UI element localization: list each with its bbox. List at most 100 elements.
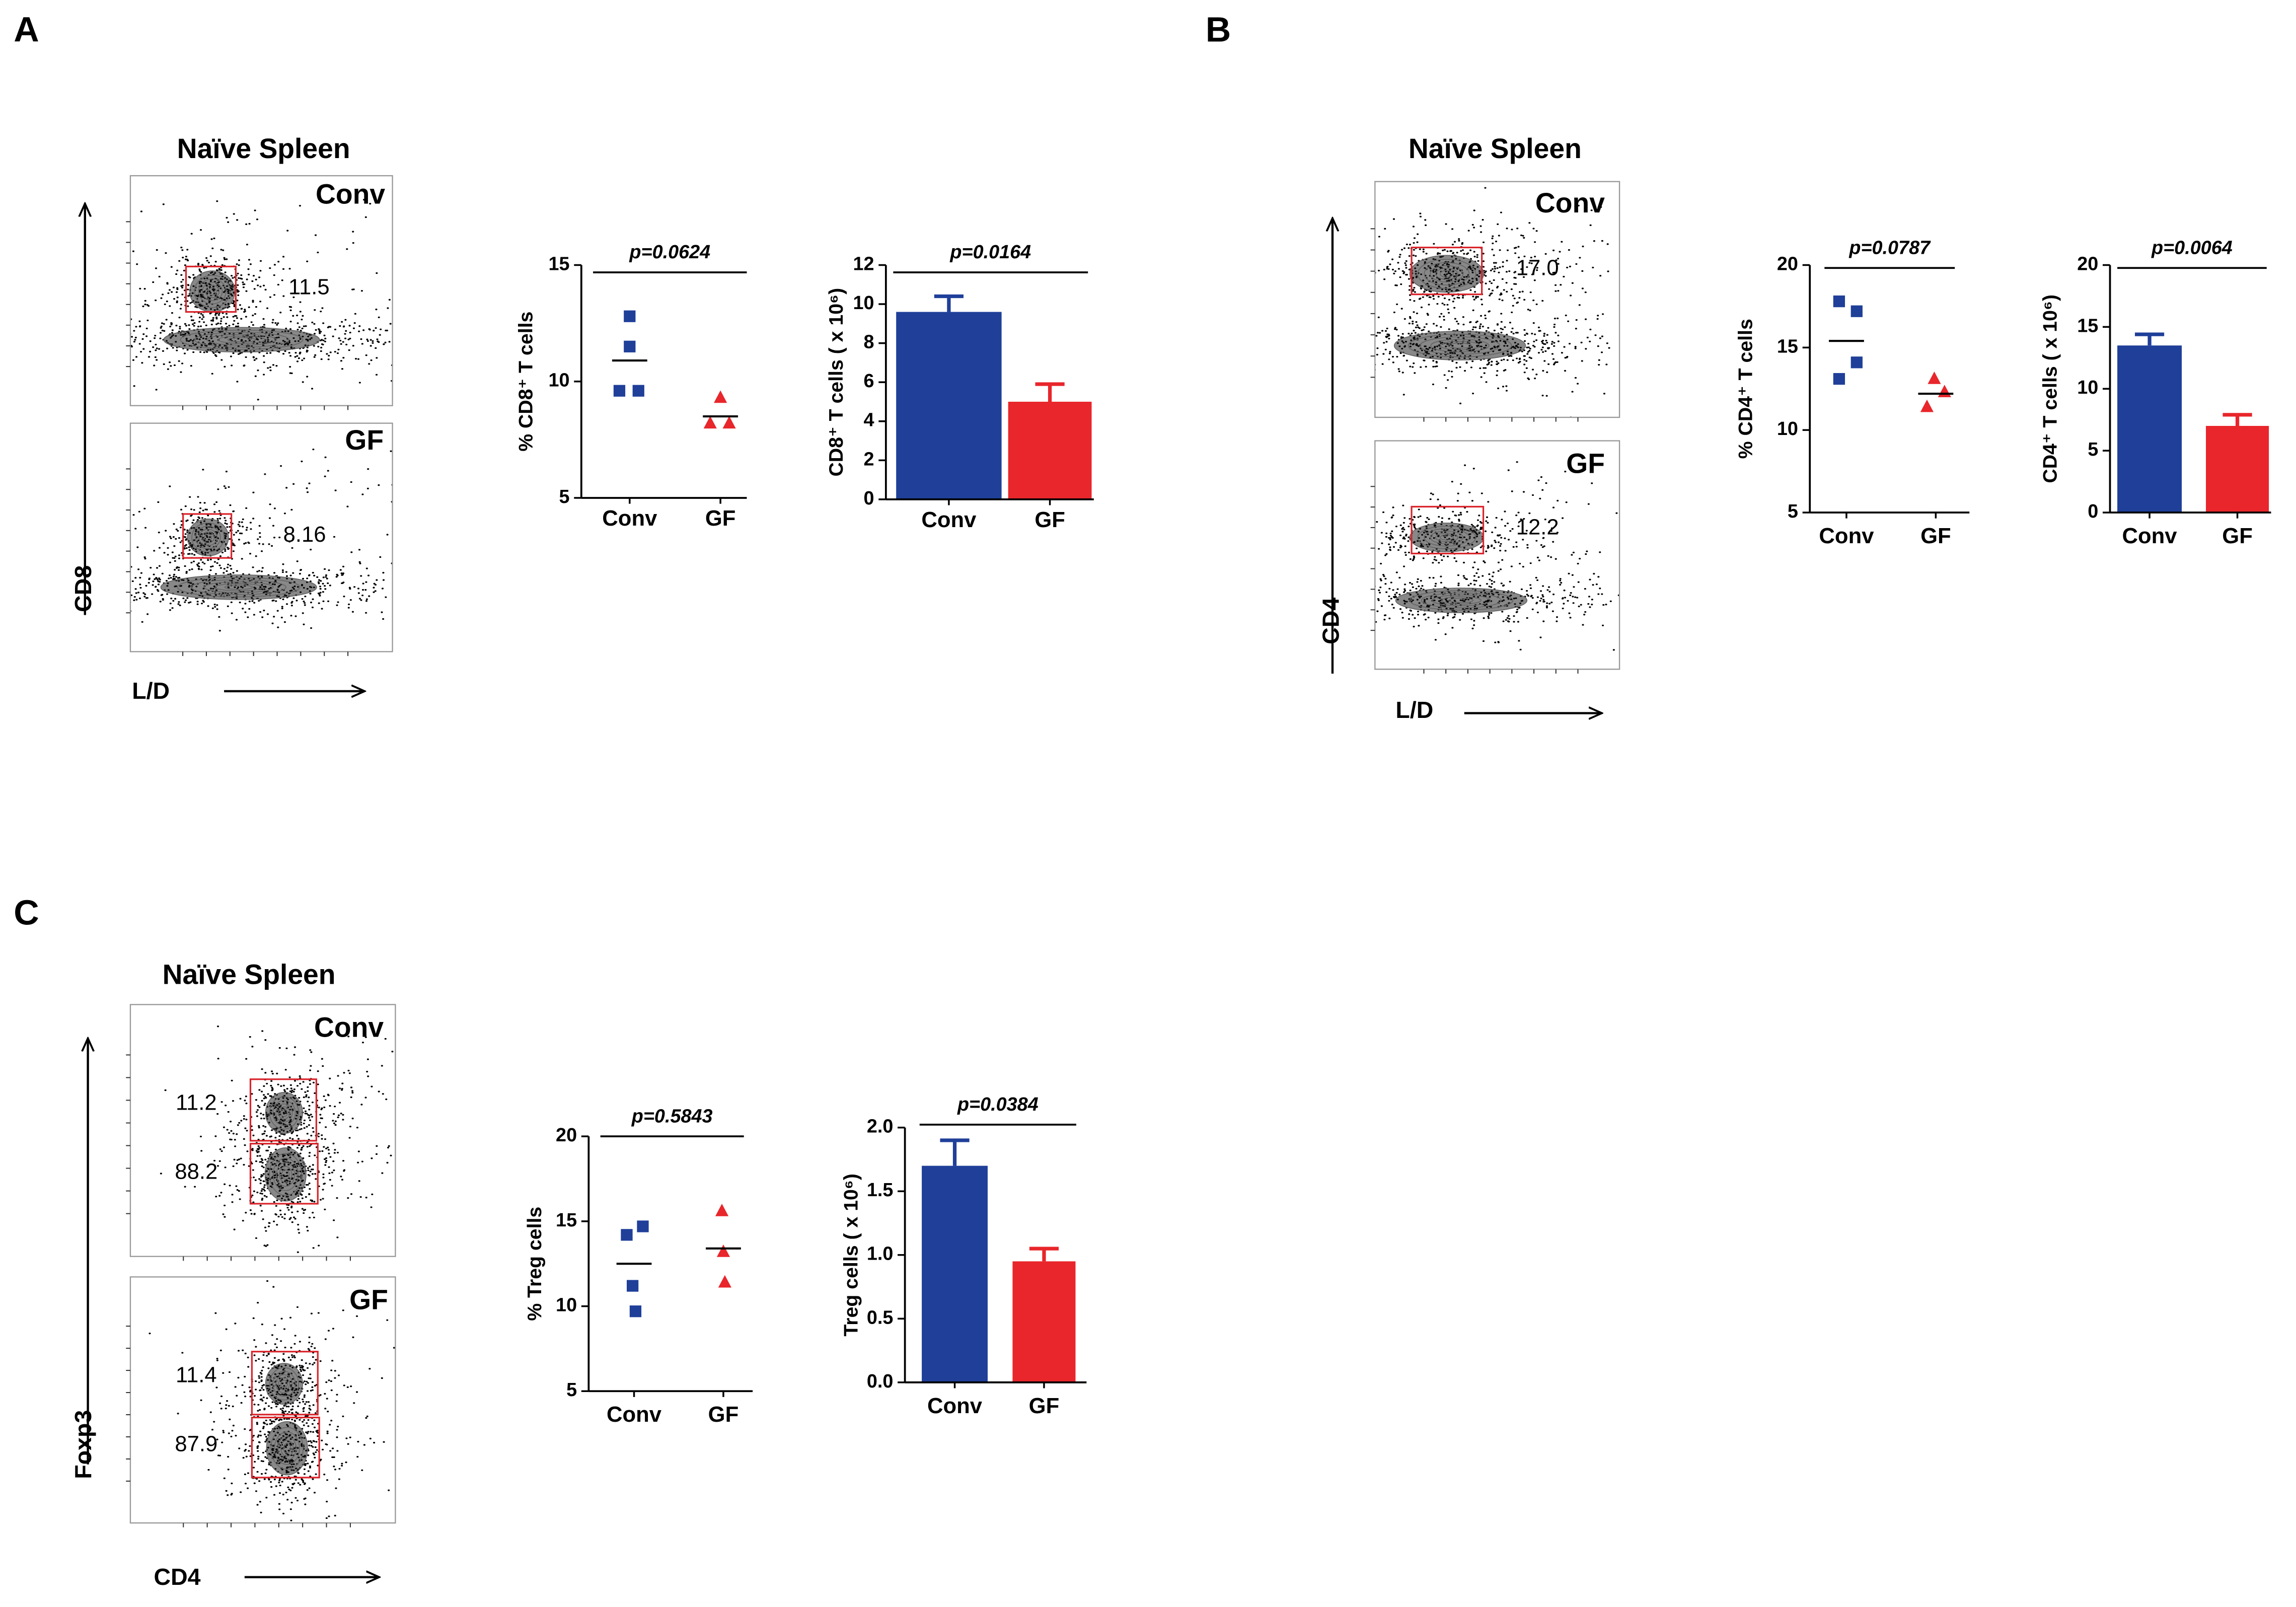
y-tick-label: 10 [2077, 377, 2098, 398]
contour [217, 335, 266, 344]
contour [207, 287, 217, 296]
flow-title: Naïve Spleen [1409, 133, 1582, 164]
contour [1440, 341, 1480, 350]
contour [203, 534, 212, 541]
gate [1411, 246, 1483, 296]
contour [198, 278, 227, 305]
flow-plot [130, 199, 393, 401]
sample-label: Conv [1535, 187, 1605, 218]
data-point [629, 1305, 642, 1318]
data-point [624, 310, 636, 322]
gate [1411, 505, 1485, 555]
y-axis-label: Treg cells ( x 10⁶) [840, 1174, 862, 1337]
bar [2117, 345, 2182, 513]
events [130, 449, 393, 632]
contour [201, 531, 215, 544]
contour [1439, 270, 1454, 278]
contour [1395, 588, 1528, 613]
y-tick-label: 5 [559, 486, 570, 507]
y-tick-label: 15 [549, 253, 570, 274]
y-tick-label: 10 [549, 370, 570, 391]
y-tick-label: 0.5 [867, 1307, 894, 1328]
gate-percent: 11.5 [288, 275, 330, 300]
contour [1417, 259, 1476, 289]
contour [1449, 598, 1474, 603]
contour [1424, 528, 1470, 547]
contour [205, 284, 220, 298]
contour [270, 1427, 304, 1470]
p-value: p=0.0787 [1848, 237, 1931, 258]
contour [1441, 596, 1482, 605]
bar [922, 1165, 988, 1382]
contour [275, 1374, 293, 1394]
contour [269, 1367, 300, 1401]
contour [227, 337, 256, 343]
x-tick-label: Conv [607, 1403, 662, 1427]
y-tick-label: 20 [1777, 253, 1798, 274]
contour [160, 574, 317, 600]
y-tick-label: 5 [566, 1379, 577, 1401]
bar [2206, 425, 2269, 513]
data-point [1920, 399, 1934, 412]
x-tick-label: GF [1029, 1394, 1060, 1418]
sample-label: GF [1566, 448, 1605, 479]
y-tick-label: 2.0 [867, 1116, 894, 1137]
gate [249, 1078, 317, 1142]
data-point [1833, 295, 1845, 308]
sample-label: GF [345, 424, 384, 456]
data-point [1833, 373, 1845, 385]
x-tick-label: GF [1920, 524, 1951, 548]
gate-percent: 11.2 [176, 1091, 217, 1115]
bar [1012, 1261, 1076, 1382]
p-value: p=0.0624 [629, 242, 710, 263]
contour [272, 1371, 296, 1397]
y-tick-label: 0 [864, 488, 874, 509]
data-point [714, 390, 727, 403]
contour [265, 1363, 303, 1405]
contour [1435, 533, 1458, 542]
gate-percent: 87.9 [175, 1432, 217, 1456]
contour [198, 529, 218, 546]
y-tick-label: 15 [2077, 315, 2098, 336]
p-value: p=0.0064 [2151, 237, 2233, 258]
contour [272, 1157, 299, 1191]
y-tick-label: 15 [556, 1210, 577, 1231]
y-tick-label: 15 [1777, 336, 1798, 357]
flow-plot [130, 449, 393, 632]
data-point [624, 340, 636, 352]
contour [206, 334, 277, 346]
y-tick-label: 10 [853, 293, 874, 314]
contour [272, 1100, 296, 1126]
contour [203, 581, 274, 594]
flow-plot [149, 1280, 395, 1521]
contour [1409, 523, 1485, 552]
gate-percent: 11.4 [176, 1363, 217, 1387]
bar [1008, 401, 1092, 499]
y-tick-label: 0.0 [867, 1371, 894, 1392]
data-point [718, 1275, 731, 1288]
contour [1435, 268, 1458, 280]
contour [281, 1169, 290, 1180]
plot-frame [129, 1004, 396, 1257]
y-axis-label: CD8 [70, 565, 96, 612]
x-tick-label: GF [705, 506, 736, 531]
y-tick-label: 10 [556, 1295, 577, 1316]
data-point [1850, 305, 1863, 317]
data-point [715, 1204, 729, 1216]
contour [280, 1379, 288, 1388]
x-axis-label: L/D [132, 678, 170, 704]
data-point [621, 1229, 633, 1241]
contour [275, 1103, 293, 1123]
contour [1420, 336, 1501, 355]
contour [269, 1096, 300, 1130]
data-point [722, 416, 736, 429]
data-point [1928, 372, 1941, 384]
p-value: p=0.0384 [957, 1094, 1039, 1115]
contour [279, 1166, 292, 1183]
x-tick-label: GF [708, 1403, 739, 1427]
x-tick-label: Conv [927, 1394, 983, 1418]
gate-percent: 88.2 [175, 1159, 217, 1184]
data-point [716, 1245, 730, 1257]
contour [276, 1162, 295, 1187]
y-axis-label: Foxp3 [70, 1410, 96, 1479]
